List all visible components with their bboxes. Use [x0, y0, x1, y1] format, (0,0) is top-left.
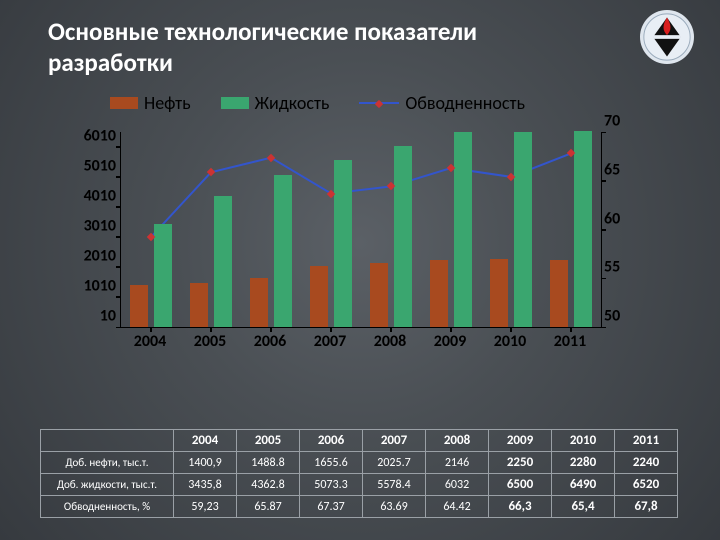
bar-fluid	[274, 175, 292, 327]
data-table: 20042005200620072008200920102011Доб. неф…	[40, 429, 678, 518]
bar-oil	[490, 259, 508, 327]
chart-legend: Нефть Жидкость Обводненность	[110, 92, 660, 114]
logo	[640, 10, 694, 64]
chart-plot	[120, 132, 602, 328]
y2-axis: 5055606570	[604, 132, 660, 327]
chart: Нефть Жидкость Обводненность 10101020103…	[60, 92, 660, 382]
y1-axis: 10101020103010401050106010	[60, 132, 116, 327]
bar-oil	[430, 260, 448, 327]
bar-fluid	[514, 132, 532, 327]
bar-oil	[370, 263, 388, 327]
bar-oil	[250, 278, 268, 327]
bar-fluid	[454, 132, 472, 327]
x-axis: 20042005200620072008200920102011	[120, 332, 600, 356]
bar-oil	[310, 266, 328, 327]
legend-oil-label: Нефть	[144, 92, 191, 114]
page-title: Основные технологические показатели разр…	[48, 16, 568, 78]
bar-fluid	[394, 146, 412, 327]
bar-oil	[130, 285, 148, 327]
legend-water-label: Обводненность	[405, 92, 525, 114]
bar-oil	[190, 283, 208, 327]
legend-water: Обводненность	[359, 92, 525, 114]
bar-fluid	[574, 131, 592, 327]
bar-oil	[550, 260, 568, 327]
bar-fluid	[154, 224, 172, 327]
legend-fluid: Жидкость	[221, 92, 330, 114]
legend-oil: Нефть	[110, 92, 191, 114]
legend-fluid-label: Жидкость	[255, 92, 330, 114]
bar-fluid	[214, 196, 232, 327]
bar-fluid	[334, 160, 352, 327]
